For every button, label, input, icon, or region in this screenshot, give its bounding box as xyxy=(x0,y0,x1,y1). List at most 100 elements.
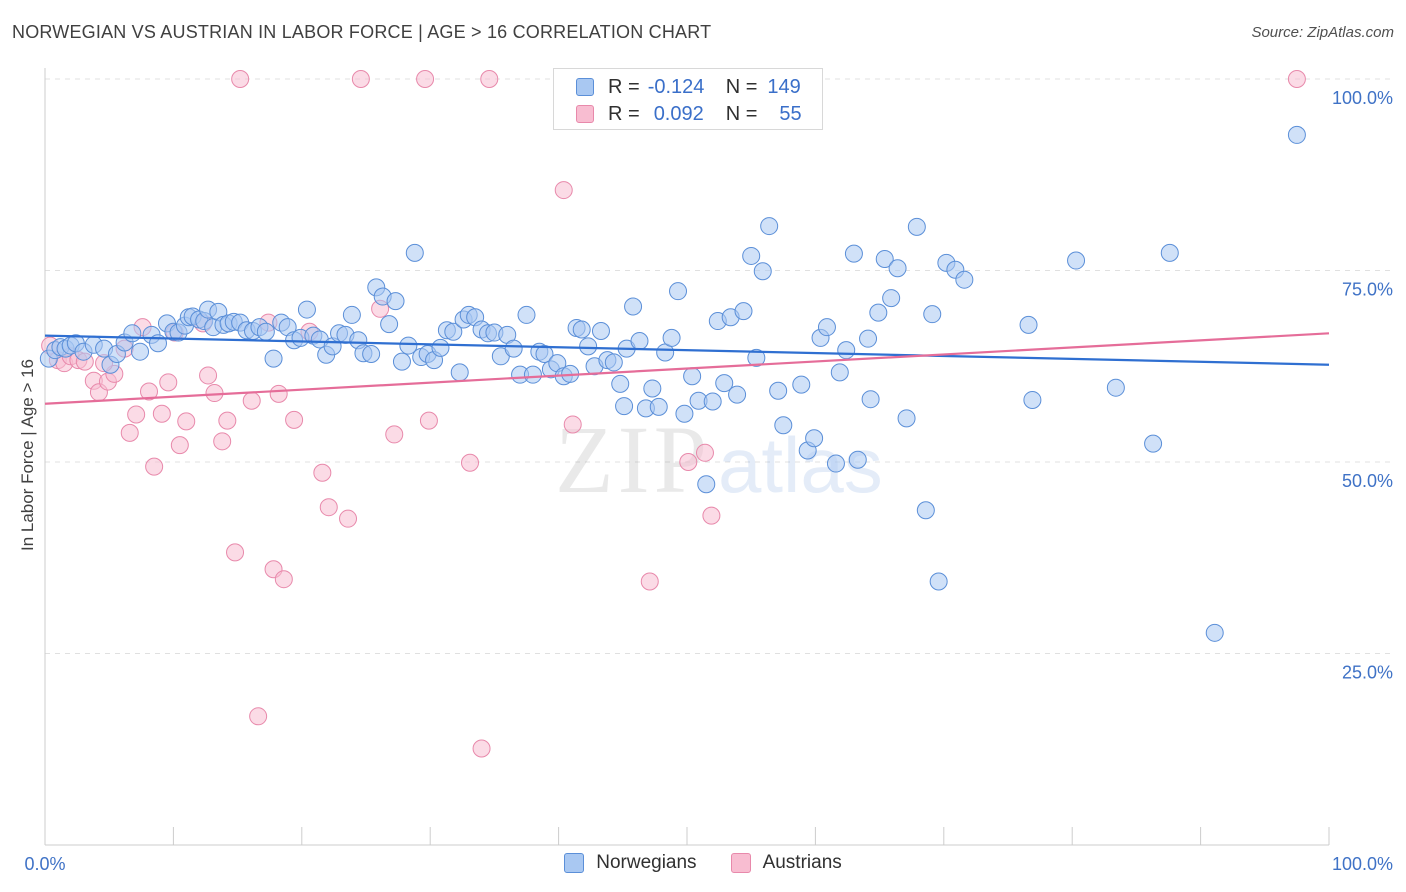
norwegian-point xyxy=(392,352,411,371)
norwegian-point xyxy=(742,246,761,265)
norwegian-point xyxy=(431,338,450,357)
austrian-point xyxy=(152,404,171,423)
austrian-point xyxy=(120,423,139,442)
norwegian-trend-line xyxy=(44,334,1330,366)
r-label: R = xyxy=(608,75,640,98)
norwegian-point xyxy=(888,259,907,278)
norwegian-point xyxy=(535,344,554,363)
norwegian-point xyxy=(380,315,399,334)
series-legend: Norwegians Austrians xyxy=(0,852,1406,874)
legend-row-norwegians: R = -0.124 N = 149 xyxy=(576,74,801,100)
n-value: 55 xyxy=(779,102,802,125)
n-value: 149 xyxy=(767,75,801,98)
norwegian-point xyxy=(955,270,974,289)
austrian-point xyxy=(249,707,268,726)
austrians-legend-label: Austrians xyxy=(762,852,842,873)
austrian-point xyxy=(140,382,159,401)
austrian-point xyxy=(269,384,288,403)
austrian-point xyxy=(472,739,491,758)
series-austrians xyxy=(41,70,1306,758)
norwegians-legend-label: Norwegians xyxy=(596,852,697,873)
austrian-point xyxy=(702,506,721,525)
austrian-point xyxy=(145,457,164,476)
norwegian-point xyxy=(386,292,405,311)
legend-item-norwegians[interactable]: Norwegians xyxy=(564,852,697,874)
norwegian-point xyxy=(591,322,610,341)
norwegian-point xyxy=(1023,390,1042,409)
austrian-point xyxy=(419,411,438,430)
norwegian-point xyxy=(703,392,722,411)
austrian-point xyxy=(127,405,146,424)
y-tick-label: 25.0% xyxy=(1342,663,1393,683)
norwegian-point xyxy=(517,305,536,324)
norwegian-point xyxy=(342,305,361,324)
norwegian-point xyxy=(1160,243,1179,262)
norwegian-point xyxy=(760,217,779,236)
austrian-point xyxy=(480,70,499,88)
norwegian-point xyxy=(683,367,702,386)
norwegian-point xyxy=(611,374,630,393)
norwegian-point xyxy=(1287,125,1306,144)
norwegian-point xyxy=(362,344,381,363)
austrian-point xyxy=(170,436,189,455)
norwegian-point xyxy=(774,416,793,435)
norwegian-point xyxy=(859,329,878,348)
austrian-point xyxy=(213,432,232,451)
austrian-point xyxy=(461,453,480,472)
norwegian-point xyxy=(615,397,634,416)
austrian-point xyxy=(226,543,245,562)
norwegian-point xyxy=(805,429,824,448)
norwegian-point xyxy=(830,363,849,382)
austrian-point xyxy=(274,570,293,589)
n-label: N = xyxy=(725,102,758,125)
norwegian-point xyxy=(675,404,694,423)
n-label: N = xyxy=(725,75,758,98)
austrian-point xyxy=(199,366,218,385)
austrian-point xyxy=(177,412,196,431)
norwegian-point xyxy=(1106,378,1125,397)
norwegian-point xyxy=(769,381,788,400)
norwegian-point xyxy=(523,365,542,384)
norwegian-point xyxy=(444,322,463,341)
r-value: -0.124 xyxy=(647,75,705,98)
norwegians-legend-swatch xyxy=(564,853,585,873)
austrians-legend-swatch xyxy=(730,853,751,873)
x-tick-label: 100.0% xyxy=(1332,854,1393,874)
austrian-point xyxy=(313,463,332,482)
norwegians-swatch xyxy=(576,78,594,96)
norwegian-point xyxy=(923,305,942,324)
austrian-point xyxy=(416,70,435,88)
norwegian-point xyxy=(604,353,623,372)
norwegian-point xyxy=(256,322,275,341)
austrian-point xyxy=(695,443,714,462)
grid-lines xyxy=(45,78,1395,654)
austrian-point xyxy=(1287,70,1306,88)
norwegian-point xyxy=(1205,623,1224,642)
legend-item-austrians[interactable]: Austrians xyxy=(730,852,842,874)
norwegian-point xyxy=(504,339,523,358)
y-tick-label: 100.0% xyxy=(1332,88,1393,108)
legend-row-austrians: R = 0.092 N = 55 xyxy=(576,101,802,127)
austrian-point xyxy=(231,70,250,88)
norwegian-point xyxy=(649,397,668,416)
y-axis-label: In Labor Force | Age > 16 xyxy=(18,358,37,552)
norwegian-point xyxy=(837,341,856,360)
norwegian-point xyxy=(715,374,734,393)
norwegian-point xyxy=(669,282,688,301)
norwegian-point xyxy=(579,337,598,356)
norwegian-point xyxy=(753,262,772,281)
y-tick-label: 50.0% xyxy=(1342,471,1393,491)
norwegian-point xyxy=(861,390,880,409)
norwegian-point xyxy=(734,302,753,321)
norwegian-point xyxy=(929,572,948,591)
norwegian-point xyxy=(624,297,643,316)
norwegian-point xyxy=(131,342,150,361)
austrian-point xyxy=(385,425,404,444)
norwegian-point xyxy=(123,324,142,343)
norwegian-point xyxy=(264,349,283,368)
austrian-point xyxy=(159,373,178,392)
norwegian-point xyxy=(405,243,424,262)
norwegian-point xyxy=(792,375,811,394)
austrian-point xyxy=(679,453,698,471)
norwegian-point xyxy=(848,450,867,469)
